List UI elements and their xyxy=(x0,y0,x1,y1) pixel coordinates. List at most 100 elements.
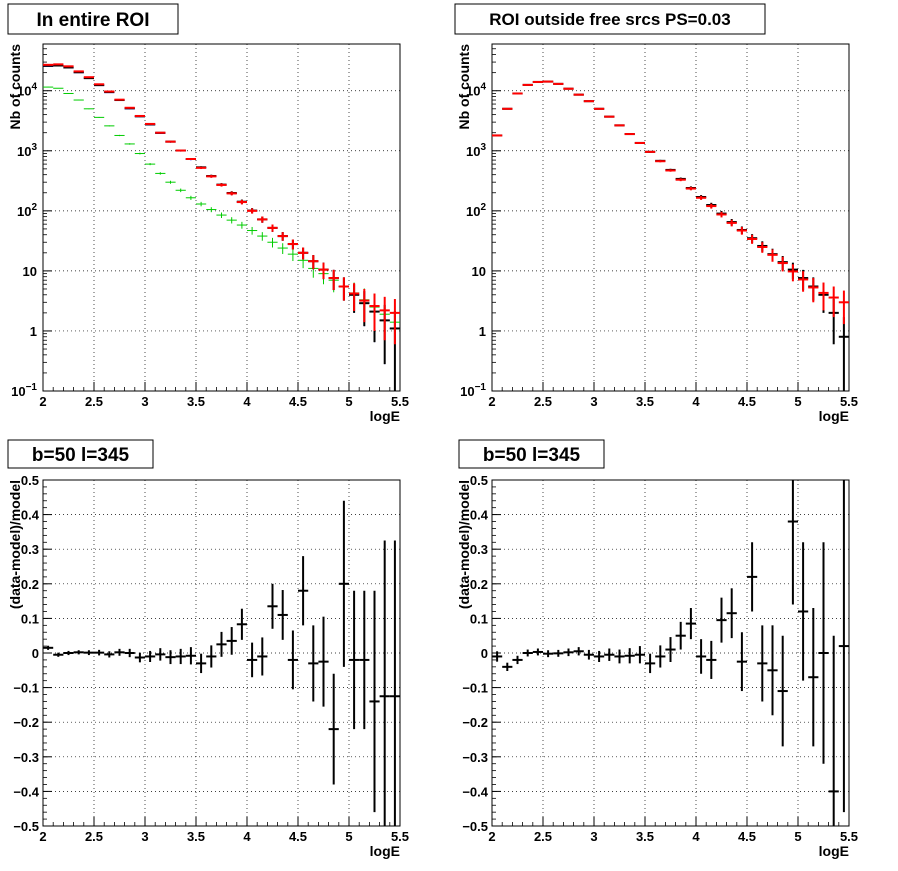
y-tick-label: 10−1 xyxy=(11,382,37,399)
data-point xyxy=(43,645,54,650)
data-point xyxy=(594,650,605,662)
y-tick-label: 0 xyxy=(32,646,39,661)
data-point xyxy=(73,99,84,101)
data-point xyxy=(512,655,523,665)
data-point xyxy=(777,256,788,272)
data-point xyxy=(196,201,207,207)
data-point xyxy=(328,269,339,291)
data-point xyxy=(604,115,615,118)
series-1 xyxy=(492,480,849,826)
data-point xyxy=(655,645,666,668)
y-tick-label: 102 xyxy=(466,202,486,219)
data-point xyxy=(604,648,615,661)
y-tick-label: −0.5 xyxy=(462,819,488,834)
y-tick-label: 10 xyxy=(23,264,37,279)
data-point xyxy=(696,195,707,200)
data-point xyxy=(277,243,288,255)
y-tick-label: 0.5 xyxy=(470,473,488,488)
x-tick-label: 4.5 xyxy=(738,394,756,409)
data-point xyxy=(706,640,717,679)
data-point xyxy=(583,649,594,660)
y-tick-label: −0.2 xyxy=(13,715,39,730)
y-axis-label: (data-model)/model xyxy=(456,480,472,609)
data-point xyxy=(798,271,809,292)
data-point xyxy=(818,282,829,311)
chart-title: b=50 l=345 xyxy=(483,445,581,466)
data-point xyxy=(226,217,237,224)
data-point xyxy=(277,232,288,241)
data-point xyxy=(308,255,319,270)
y-tick-label: 0 xyxy=(481,646,488,661)
y-tick-label: −0.3 xyxy=(462,750,488,765)
x-tick-label: 2 xyxy=(39,394,46,409)
data-point xyxy=(512,92,523,95)
data-point xyxy=(185,195,196,200)
data-point xyxy=(838,290,849,325)
data-point xyxy=(716,211,727,218)
data-point xyxy=(614,649,625,664)
data-point xyxy=(634,141,645,144)
data-point xyxy=(838,480,849,813)
y-tick-label: 10 xyxy=(472,264,486,279)
data-point xyxy=(757,242,768,253)
x-axis-label: logE xyxy=(819,843,849,859)
y-axis-label: (data-model)/model xyxy=(7,480,23,609)
data-point xyxy=(267,583,278,629)
x-tick-label: 5.5 xyxy=(391,394,409,409)
chart-title: b=50 l=345 xyxy=(32,445,130,466)
x-axis-label: logE xyxy=(370,843,400,859)
x-tick-label: 5 xyxy=(345,394,352,409)
y-tick-label: 0.3 xyxy=(21,542,39,557)
y-tick-label: −0.3 xyxy=(13,750,39,765)
data-point xyxy=(104,651,115,658)
data-point xyxy=(573,93,584,96)
data-point xyxy=(645,653,656,674)
data-point xyxy=(767,249,778,262)
y-tick-label: 104 xyxy=(17,82,37,99)
x-tick-label: 2 xyxy=(39,829,46,844)
data-point xyxy=(777,635,788,747)
data-point xyxy=(145,122,156,125)
data-point xyxy=(216,183,227,187)
data-point xyxy=(359,590,370,730)
data-point xyxy=(83,650,94,656)
data-point xyxy=(747,542,758,612)
x-tick-label: 3 xyxy=(590,829,597,844)
x-tick-label: 4 xyxy=(243,394,251,409)
data-point xyxy=(236,608,247,640)
x-tick-label: 4 xyxy=(692,394,700,409)
data-point xyxy=(94,649,105,656)
data-point xyxy=(145,163,156,166)
data-point xyxy=(757,625,768,702)
x-tick-label: 3 xyxy=(141,829,148,844)
data-point xyxy=(349,590,360,730)
data-point xyxy=(736,226,747,235)
y-tick-label: 0.1 xyxy=(470,611,488,626)
x-axis-label: logE xyxy=(819,408,849,424)
y-tick-label: 0.5 xyxy=(21,473,39,488)
chart-title: In entire ROI xyxy=(37,10,150,31)
panel-2: ROI outside free srcs PS=0.03 2 2.5 3 3.5 4 4.… xyxy=(454,3,858,424)
data-point xyxy=(522,649,533,657)
data-point xyxy=(216,212,227,218)
data-point xyxy=(257,216,268,223)
x-tick-label: 3.5 xyxy=(636,394,654,409)
data-point xyxy=(634,646,645,664)
y-tick-label: 1 xyxy=(30,324,37,339)
x-tick-label: 2.5 xyxy=(85,829,103,844)
data-layer xyxy=(492,80,849,391)
y-tick-label: 0.4 xyxy=(470,508,489,523)
data-point xyxy=(553,649,564,657)
data-point xyxy=(318,616,329,707)
data-point xyxy=(563,87,574,90)
data-point xyxy=(83,108,94,110)
plot-frame xyxy=(491,43,850,392)
y-tick-label: 0.4 xyxy=(21,508,40,523)
data-point xyxy=(716,597,727,643)
data-point xyxy=(114,648,125,656)
x-tick-label: 2.5 xyxy=(534,394,552,409)
y-tick-label: −0.2 xyxy=(462,715,488,730)
data-point xyxy=(594,107,605,110)
x-tick-label: 5.5 xyxy=(840,829,858,844)
